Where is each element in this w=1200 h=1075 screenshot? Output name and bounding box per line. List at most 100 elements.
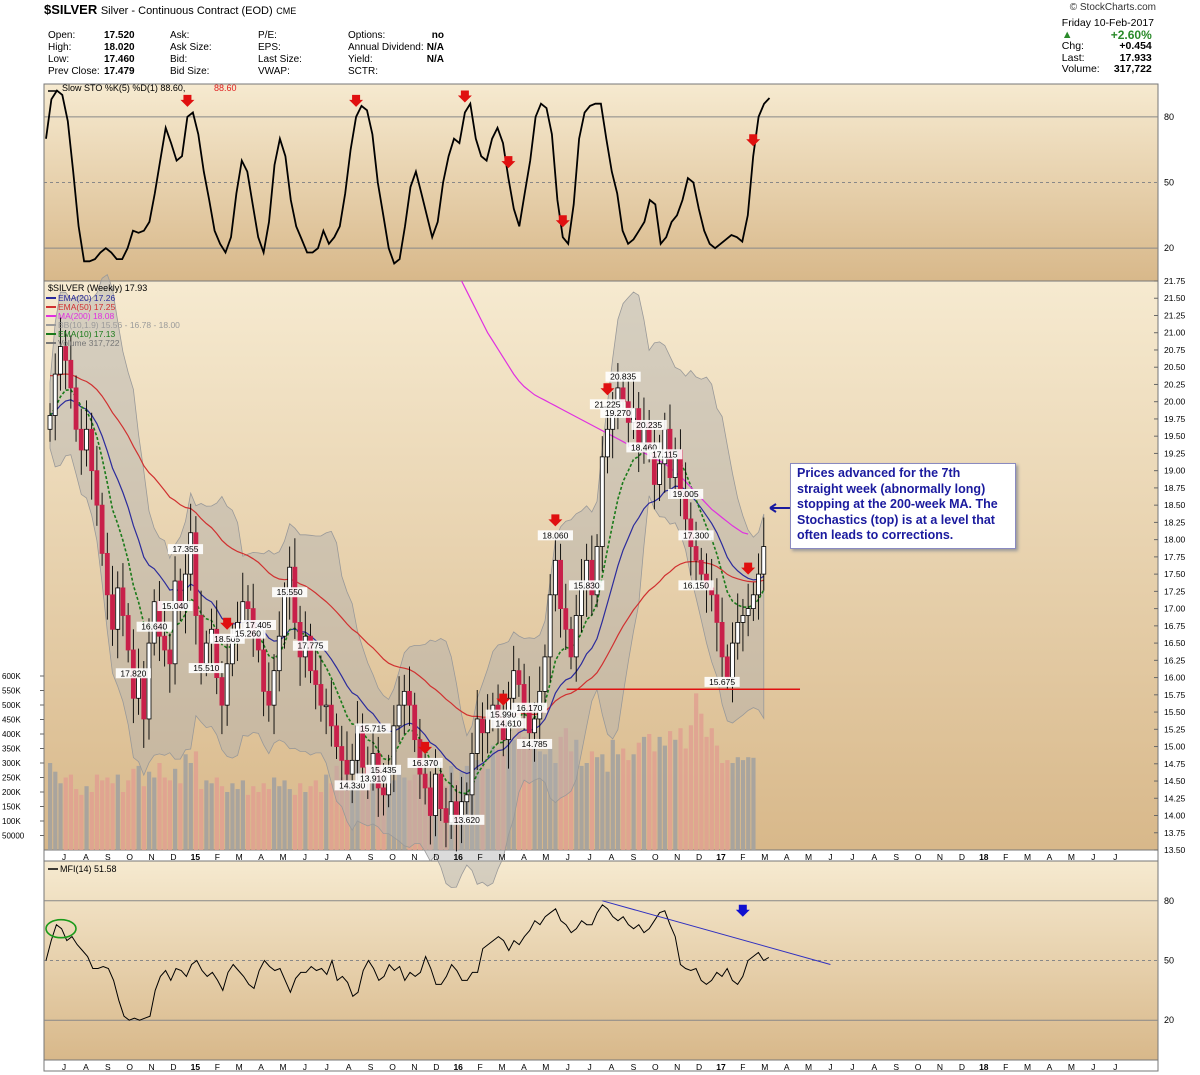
x-tick-label: 16 — [453, 852, 463, 862]
x-tick-label: D — [696, 852, 702, 862]
mfi-tick-label: 20 — [1164, 1015, 1174, 1025]
price-label: 16.170 — [516, 703, 542, 713]
x-tick-label: 15 — [191, 852, 201, 862]
change-value: +0.454 — [1119, 40, 1152, 52]
volume-bar — [542, 754, 548, 850]
x-tick-label: J — [303, 1062, 307, 1072]
volume-bar — [657, 736, 662, 850]
volume-tick-label: 500K — [2, 701, 21, 710]
candle-body — [198, 615, 204, 665]
price-label: 13.620 — [454, 815, 480, 825]
quote-col-4: Options: no Annual Dividend: N/A Yield: N/A… — [348, 30, 444, 77]
x-tick-label: S — [631, 852, 637, 862]
candle-body — [474, 718, 480, 754]
price-label: 17.405 — [245, 620, 271, 630]
price-label-bg — [240, 619, 276, 630]
x-tick-label: A — [346, 852, 352, 862]
x-tick-label: J — [828, 1062, 832, 1072]
price-label-bg — [334, 780, 370, 791]
candle-body — [745, 608, 751, 616]
volume-bar — [313, 780, 318, 850]
x-tick-label: A — [258, 852, 264, 862]
price-tick-label: 16.75 — [1164, 621, 1186, 631]
price-tick-label: 20.50 — [1164, 362, 1186, 372]
x-tick-label: D — [959, 1062, 965, 1072]
change-percent: +2.60% — [1110, 27, 1152, 42]
volume-bar — [298, 783, 303, 850]
candle-body — [115, 587, 121, 630]
volume-bar — [303, 792, 308, 850]
candle-body — [349, 759, 355, 775]
volume-bar — [100, 780, 105, 850]
volume-bar — [204, 780, 209, 850]
candle-body — [396, 704, 402, 727]
price-tick-label: 18.00 — [1164, 535, 1186, 545]
price-tick-label: 18.50 — [1164, 500, 1186, 510]
price-tick-label: 17.00 — [1164, 604, 1186, 614]
price-tick-label: 21.00 — [1164, 328, 1186, 338]
x-tick-label: J — [325, 1062, 329, 1072]
price-label-bg — [537, 530, 573, 541]
candle-body — [84, 428, 89, 451]
x-tick-label: N — [411, 852, 417, 862]
quote-col-2: Ask: Ask Size: Bid: Bid Size: — [170, 30, 212, 77]
volume-bar — [256, 792, 261, 850]
candle-body — [443, 808, 449, 823]
volume-bar — [475, 760, 480, 850]
price-label: 15.510 — [193, 663, 219, 673]
price-label: 15.550 — [277, 587, 303, 597]
volume-bar — [141, 786, 146, 850]
price-label-bg — [188, 663, 224, 674]
price-label: 15.830 — [574, 580, 600, 590]
down-arrow-icon — [600, 383, 615, 396]
down-arrow-icon — [418, 741, 433, 754]
price-legend-2: MA(200) 18.08 — [58, 311, 114, 321]
blue-arrow-icon — [769, 503, 790, 513]
quote-date: Friday 10-Feb-2017 — [1061, 17, 1154, 29]
x-tick-label: D — [433, 852, 439, 862]
candle-body — [391, 725, 397, 768]
volume-bar — [329, 783, 334, 850]
x-tick-label: M — [805, 1062, 812, 1072]
volume-bar — [89, 792, 94, 850]
volume-bar — [115, 774, 120, 850]
x-tick-label: D — [170, 852, 176, 862]
volume-bar — [511, 739, 516, 850]
volume-bar — [579, 765, 584, 850]
volume-bar — [423, 771, 428, 850]
volume-value: 317,722 — [1113, 63, 1152, 75]
volume-bar — [532, 739, 537, 850]
price-legend-0: EMA(20) 17.26 — [58, 293, 115, 303]
candle-body — [120, 587, 126, 616]
volume-tick-label: 600K — [2, 672, 21, 681]
x-tick-label: F — [477, 852, 482, 862]
volume-bar — [126, 780, 131, 850]
price-label-bg — [704, 676, 740, 687]
volume-bar — [490, 745, 496, 850]
volume-bar — [110, 783, 115, 850]
candle-body — [214, 628, 220, 678]
candle-body — [110, 594, 115, 630]
volume-bar — [152, 777, 157, 850]
x-tick-label: O — [652, 852, 659, 862]
volume-bar — [527, 745, 532, 850]
price-tick-label: 20.75 — [1164, 345, 1186, 355]
volume-bar — [522, 736, 527, 850]
candle-body — [240, 601, 246, 623]
price-label: 17.300 — [683, 530, 709, 540]
price-label-bg — [678, 530, 714, 541]
volume-bar — [537, 751, 542, 850]
volume-bar — [167, 780, 173, 850]
price-legend-3: BB(10,1.9) 15.56 - 16.78 - 18.00 — [58, 320, 180, 330]
candle-body — [589, 559, 595, 596]
up-triangle-icon: ▲ — [1061, 28, 1073, 41]
down-arrow-icon — [349, 94, 364, 107]
volume-bar — [84, 786, 89, 850]
x-tick-label: J — [1091, 852, 1095, 862]
price-label-bg — [449, 814, 485, 825]
x-tick-label: M — [1024, 852, 1031, 862]
candle-body — [407, 690, 412, 706]
stockcharts-credit[interactable]: © StockCharts.com — [1069, 2, 1156, 13]
candle-body — [657, 463, 662, 485]
candle-body — [714, 594, 720, 623]
